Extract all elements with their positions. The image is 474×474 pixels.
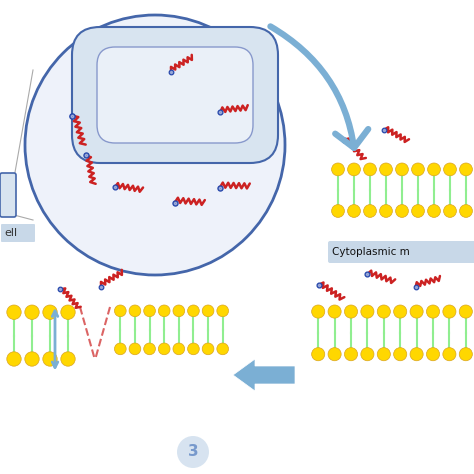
- Circle shape: [345, 347, 357, 361]
- Circle shape: [347, 205, 360, 218]
- Circle shape: [377, 347, 391, 361]
- Circle shape: [443, 347, 456, 361]
- Circle shape: [129, 343, 141, 355]
- Circle shape: [427, 305, 439, 318]
- Text: Cytoplasmic m: Cytoplasmic m: [332, 247, 410, 257]
- Circle shape: [217, 305, 228, 317]
- Circle shape: [311, 347, 325, 361]
- Circle shape: [364, 205, 376, 218]
- Circle shape: [396, 163, 409, 176]
- Circle shape: [460, 205, 473, 218]
- Text: ell: ell: [4, 228, 17, 238]
- FancyArrow shape: [233, 359, 295, 391]
- Circle shape: [332, 205, 345, 218]
- Circle shape: [188, 343, 199, 355]
- Circle shape: [43, 305, 57, 319]
- FancyBboxPatch shape: [72, 27, 278, 163]
- Circle shape: [25, 15, 285, 275]
- Circle shape: [428, 205, 440, 218]
- Circle shape: [410, 305, 423, 318]
- Circle shape: [311, 305, 325, 318]
- Circle shape: [25, 352, 39, 366]
- Circle shape: [173, 305, 185, 317]
- Circle shape: [444, 163, 456, 176]
- Circle shape: [7, 305, 21, 319]
- Circle shape: [380, 163, 392, 176]
- Circle shape: [173, 343, 185, 355]
- Circle shape: [332, 163, 345, 176]
- Circle shape: [393, 305, 407, 318]
- Circle shape: [158, 305, 170, 317]
- Circle shape: [43, 352, 57, 366]
- Circle shape: [428, 163, 440, 176]
- Circle shape: [443, 305, 456, 318]
- Circle shape: [460, 163, 473, 176]
- Circle shape: [380, 205, 392, 218]
- Circle shape: [114, 305, 126, 317]
- Circle shape: [188, 305, 199, 317]
- Circle shape: [328, 305, 341, 318]
- Circle shape: [411, 163, 424, 176]
- Circle shape: [328, 347, 341, 361]
- Circle shape: [217, 343, 228, 355]
- Circle shape: [377, 305, 391, 318]
- Circle shape: [177, 436, 209, 468]
- Circle shape: [61, 305, 75, 319]
- Circle shape: [393, 347, 407, 361]
- FancyBboxPatch shape: [0, 173, 16, 217]
- Circle shape: [347, 163, 360, 176]
- Circle shape: [361, 305, 374, 318]
- Circle shape: [345, 305, 357, 318]
- Text: 3: 3: [188, 445, 198, 459]
- FancyBboxPatch shape: [97, 47, 253, 143]
- Circle shape: [459, 305, 473, 318]
- Circle shape: [114, 343, 126, 355]
- Circle shape: [25, 305, 39, 319]
- FancyArrowPatch shape: [270, 27, 368, 148]
- FancyBboxPatch shape: [1, 224, 35, 242]
- Circle shape: [144, 343, 155, 355]
- Circle shape: [364, 163, 376, 176]
- Circle shape: [7, 352, 21, 366]
- Circle shape: [144, 305, 155, 317]
- Circle shape: [202, 305, 214, 317]
- Circle shape: [361, 347, 374, 361]
- Circle shape: [396, 205, 409, 218]
- Circle shape: [444, 205, 456, 218]
- Circle shape: [427, 347, 439, 361]
- Circle shape: [410, 347, 423, 361]
- Circle shape: [411, 205, 424, 218]
- Circle shape: [61, 352, 75, 366]
- Circle shape: [129, 305, 141, 317]
- Circle shape: [459, 347, 473, 361]
- Circle shape: [158, 343, 170, 355]
- FancyBboxPatch shape: [328, 241, 474, 263]
- Circle shape: [202, 343, 214, 355]
